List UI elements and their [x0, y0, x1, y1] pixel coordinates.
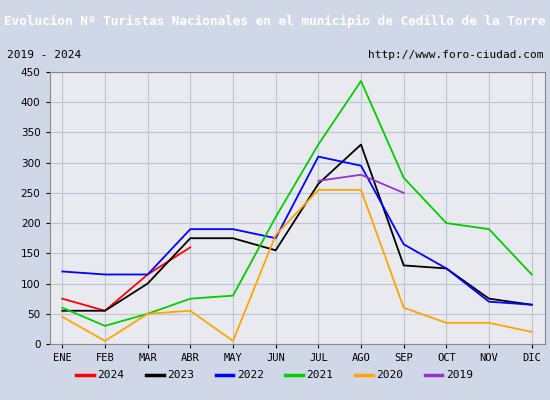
Text: http://www.foro-ciudad.com: http://www.foro-ciudad.com	[368, 50, 543, 60]
Text: 2019 - 2024: 2019 - 2024	[7, 50, 81, 60]
Text: 2022: 2022	[236, 370, 263, 380]
Text: 2023: 2023	[167, 370, 194, 380]
Text: Evolucion Nº Turistas Nacionales en el municipio de Cedillo de la Torre: Evolucion Nº Turistas Nacionales en el m…	[4, 14, 546, 28]
Text: 2020: 2020	[376, 370, 403, 380]
Text: 2019: 2019	[446, 370, 472, 380]
Text: 2021: 2021	[306, 370, 333, 380]
Text: 2024: 2024	[97, 370, 124, 380]
